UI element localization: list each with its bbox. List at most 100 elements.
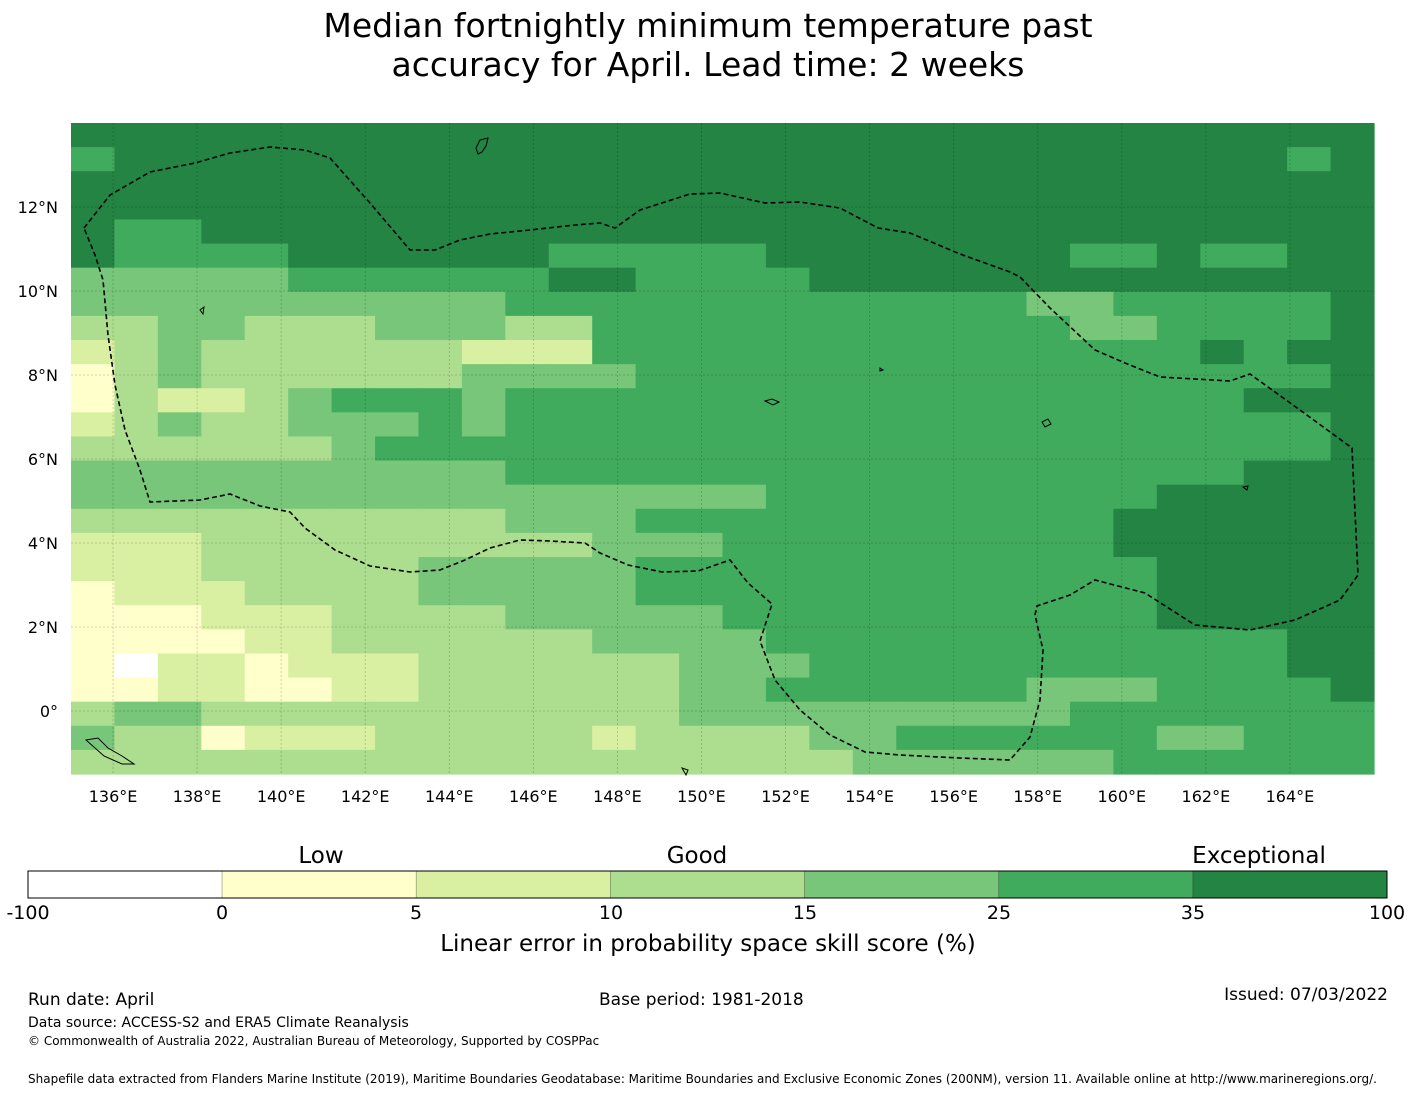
island-small-1 (879, 367, 885, 372)
grid-cell (896, 532, 941, 558)
grid-cell (375, 725, 420, 751)
grid-cell (939, 557, 984, 582)
grid-cell (592, 195, 637, 221)
grid-cell (1287, 267, 1332, 293)
grid-cell (548, 147, 593, 172)
grid-cell (635, 436, 680, 462)
grid-cell (114, 653, 159, 679)
grid-cell (939, 195, 984, 221)
grid-cell (1200, 195, 1245, 221)
grid-cell (201, 605, 246, 630)
base-period: Base period: 1981-2018 (599, 990, 804, 1010)
grid-cell (765, 147, 810, 172)
grid-cell (157, 749, 202, 775)
grid-cell (592, 653, 637, 679)
grid-cell (548, 701, 593, 727)
grid-cell (1243, 484, 1288, 510)
grid-cell (1200, 508, 1245, 534)
colorbar-tick-label: 0 (215, 902, 229, 924)
grid-cell (983, 460, 1028, 486)
grid-cell (71, 291, 116, 317)
grid-cell (157, 508, 202, 534)
grid-cell (1330, 677, 1375, 703)
grid-cell (331, 532, 376, 558)
grid-cell (375, 340, 420, 365)
grid-cell (983, 195, 1028, 221)
grid-cell (418, 484, 463, 510)
title-line-2: accuracy for April. Lead time: 2 weeks (391, 45, 1025, 84)
grid-cell (852, 171, 897, 196)
grid-cell (635, 725, 680, 751)
grid-cell (983, 219, 1028, 245)
grid-cell (939, 412, 984, 438)
grid-cell (244, 508, 289, 534)
grid-cell (71, 243, 116, 269)
grid-cell (461, 243, 506, 269)
grid-cell (114, 436, 159, 462)
grid-cell (1287, 195, 1332, 221)
grid-cell (1069, 364, 1114, 389)
grid-cell (1026, 557, 1071, 582)
grid-cell (1287, 701, 1332, 727)
grid-cell (635, 460, 680, 486)
grid-cell (114, 315, 159, 341)
grid-cell (939, 484, 984, 510)
grid-cell (1330, 484, 1375, 510)
grid-cell (722, 388, 767, 413)
grid-cell (635, 653, 680, 679)
grid-cell (722, 484, 767, 510)
grid-cell (592, 147, 637, 172)
grid-cell (157, 291, 202, 317)
grid-cell (288, 460, 333, 486)
grid-cell (1026, 725, 1071, 751)
grid-cell (375, 219, 420, 245)
grid-cell (1113, 581, 1158, 606)
grid-cell (592, 315, 637, 341)
grid-cell (939, 605, 984, 630)
grid-cell (1287, 629, 1332, 655)
grid-cell (765, 340, 810, 365)
grid-cell (1026, 749, 1071, 775)
colorbar-tick-label: -100 (6, 902, 50, 924)
grid-cell (939, 532, 984, 558)
grid-cell (635, 605, 680, 630)
grid-cell (896, 291, 941, 317)
grid-cell (939, 364, 984, 389)
grid-cell (1069, 725, 1114, 751)
y-tick-label: 10°N (18, 282, 58, 301)
grid-cell (765, 364, 810, 389)
grid-cell (157, 123, 202, 148)
grid-cell (1200, 147, 1245, 172)
grid-cell (548, 677, 593, 703)
grid-cell (722, 195, 767, 221)
grid-cell (1026, 436, 1071, 462)
grid-cell (1026, 484, 1071, 510)
grid-cell (592, 701, 637, 727)
grid-cell (765, 219, 810, 245)
grid-cell (1156, 123, 1201, 148)
grid-cell (1069, 508, 1114, 534)
grid-cell (1026, 629, 1071, 655)
grid-cell (244, 653, 289, 679)
grid-cell (939, 243, 984, 269)
grid-cell (809, 605, 854, 630)
grid-cell (1287, 171, 1332, 196)
grid-cell (288, 267, 333, 293)
grid-cell (1156, 171, 1201, 196)
grid-cell (114, 508, 159, 534)
grid-cell (331, 605, 376, 630)
colorbar-word-exceptional: Exceptional (1192, 843, 1326, 869)
grid-cell (809, 364, 854, 389)
grid-cell (983, 653, 1028, 679)
grid-cell (1243, 725, 1288, 751)
grid-cell (765, 171, 810, 196)
grid-cell (375, 605, 420, 630)
grid-cell (157, 532, 202, 558)
x-tick-label: 154°E (845, 787, 894, 806)
grid-cell (1243, 605, 1288, 630)
grid-cell (461, 364, 506, 389)
grid-cell (852, 460, 897, 486)
grid-cell (679, 701, 724, 727)
grid-cell (765, 605, 810, 630)
grid-cell (1069, 388, 1114, 413)
